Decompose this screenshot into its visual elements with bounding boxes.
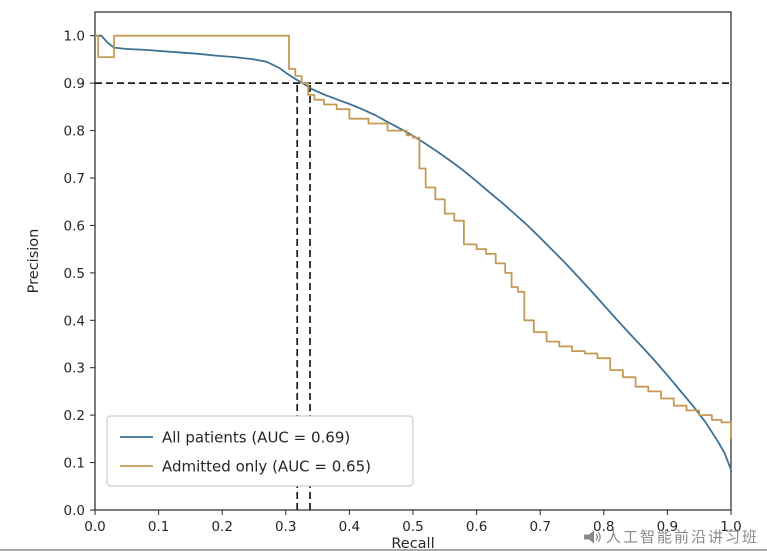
watermark-text: 人工智能前沿讲习班 bbox=[605, 528, 759, 546]
x-tick-label: 0.6 bbox=[466, 519, 487, 535]
x-tick-label: 0.3 bbox=[275, 519, 296, 535]
bottom-divider bbox=[0, 549, 767, 551]
x-tick-label: 0.0 bbox=[84, 519, 105, 535]
legend-label: Admitted only (AUC = 0.65) bbox=[162, 458, 371, 476]
x-tick-label: 0.2 bbox=[211, 519, 232, 535]
x-axis-label: Recall bbox=[391, 536, 434, 551]
x-tick-label: 0.5 bbox=[402, 519, 423, 535]
x-tick-label: 0.4 bbox=[339, 519, 360, 535]
y-tick-label: 0.2 bbox=[64, 408, 85, 424]
y-tick-label: 0.6 bbox=[64, 218, 85, 234]
y-tick-label: 0.0 bbox=[64, 503, 85, 519]
y-tick-label: 0.9 bbox=[64, 76, 85, 92]
series-admitted-only bbox=[95, 34, 732, 439]
y-tick-label: 0.8 bbox=[64, 124, 85, 140]
y-tick-label: 0.5 bbox=[64, 266, 85, 282]
x-tick-label: 0.1 bbox=[148, 519, 169, 535]
legend-label: All patients (AUC = 0.69) bbox=[162, 429, 350, 447]
y-tick-label: 0.7 bbox=[64, 171, 85, 187]
legend-box bbox=[106, 415, 414, 487]
y-tick-label: 0.3 bbox=[64, 361, 85, 377]
x-tick-label: 0.7 bbox=[529, 519, 550, 535]
watermark: 人工智能前沿讲习班 bbox=[583, 526, 759, 547]
megaphone-icon bbox=[583, 530, 601, 543]
x-tick-label: 0.8 bbox=[593, 519, 614, 535]
y-tick-label: 1.0 bbox=[64, 29, 85, 45]
x-tick-label: 1.0 bbox=[720, 519, 741, 535]
y-axis-label: Precision bbox=[26, 229, 42, 294]
y-tick-label: 0.1 bbox=[64, 456, 85, 472]
x-tick-label: 0.9 bbox=[657, 519, 678, 535]
y-tick-label: 0.4 bbox=[64, 313, 85, 329]
series-all-patients bbox=[95, 34, 732, 471]
